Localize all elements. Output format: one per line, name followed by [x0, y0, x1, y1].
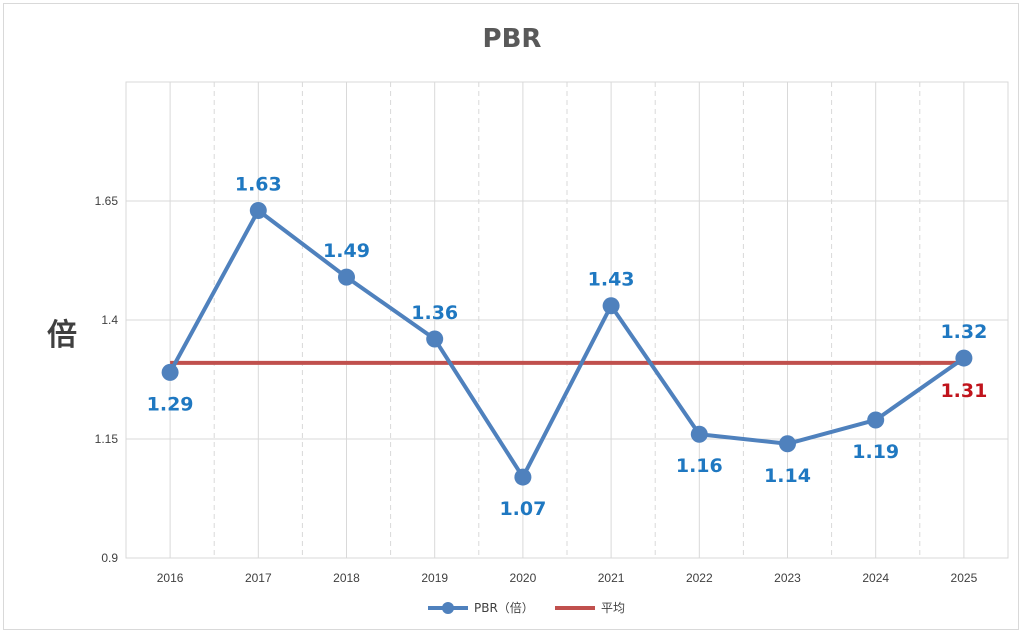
legend-average-label: 平均	[601, 601, 625, 615]
pbr-data-point	[779, 435, 796, 453]
legend-series-label: PBR（倍）	[474, 600, 534, 615]
pbr-data-point	[249, 202, 267, 220]
y-tick-label: 0.9	[101, 551, 118, 565]
grid-layer: 0.9 1.15 1.4 1.65 2016 2017 2018 2019 2020 2021 20…	[95, 81, 1009, 585]
pbr-data-point	[338, 268, 355, 286]
y-tick-label: 1.15	[95, 432, 119, 446]
pbr-data-point	[690, 425, 708, 443]
x-tick-label: 2017	[245, 571, 272, 585]
pbr-data-point	[867, 411, 885, 429]
pbr-data-label: 1.63	[235, 174, 282, 196]
pbr-data-label: 1.32	[940, 321, 987, 343]
chart-title: PBR	[483, 24, 542, 54]
pbr-data-label: 1.43	[588, 269, 635, 291]
x-tick-label: 2016	[157, 571, 184, 585]
chart-frame	[3, 3, 1019, 630]
series-layer	[161, 202, 973, 486]
legend-series-marker	[442, 602, 454, 614]
label-layer: 1.29 1.63 1.49 1.36 1.07 1.43 1.16 1.14 1.19 1.32…	[147, 174, 988, 521]
x-tick-label: 2023	[774, 571, 801, 585]
x-tick-label: 2024	[862, 571, 889, 585]
pbr-data-label: 1.16	[676, 455, 723, 477]
pbr-series-line	[168, 208, 966, 480]
x-tick-label: 2019	[421, 571, 448, 585]
x-tick-label: 2018	[333, 571, 360, 585]
y-axis-label: 倍	[47, 318, 77, 353]
pbr-data-label: 1.14	[764, 465, 811, 487]
pbr-data-point	[955, 349, 973, 367]
average-data-label: 1.31	[940, 380, 987, 402]
x-tick-label: 2020	[510, 571, 537, 585]
pbr-data-label: 1.49	[323, 240, 370, 262]
pbr-data-label: 1.07	[499, 498, 546, 520]
x-tick-label: 2021	[598, 571, 625, 585]
pbr-data-point	[161, 363, 179, 381]
pbr-data-label: 1.36	[411, 302, 458, 324]
y-tick-label: 1.65	[95, 194, 119, 208]
x-tick-label: 2022	[686, 571, 713, 585]
legend: PBR（倍） 平均	[428, 600, 625, 615]
pbr-data-point	[514, 468, 532, 486]
pbr-data-point	[426, 330, 444, 348]
pbr-data-label: 1.29	[147, 393, 194, 415]
x-tick-label: 2025	[951, 571, 978, 585]
pbr-data-point	[602, 297, 620, 315]
pbr-data-label: 1.19	[852, 441, 899, 463]
y-tick-label: 1.4	[101, 313, 118, 327]
